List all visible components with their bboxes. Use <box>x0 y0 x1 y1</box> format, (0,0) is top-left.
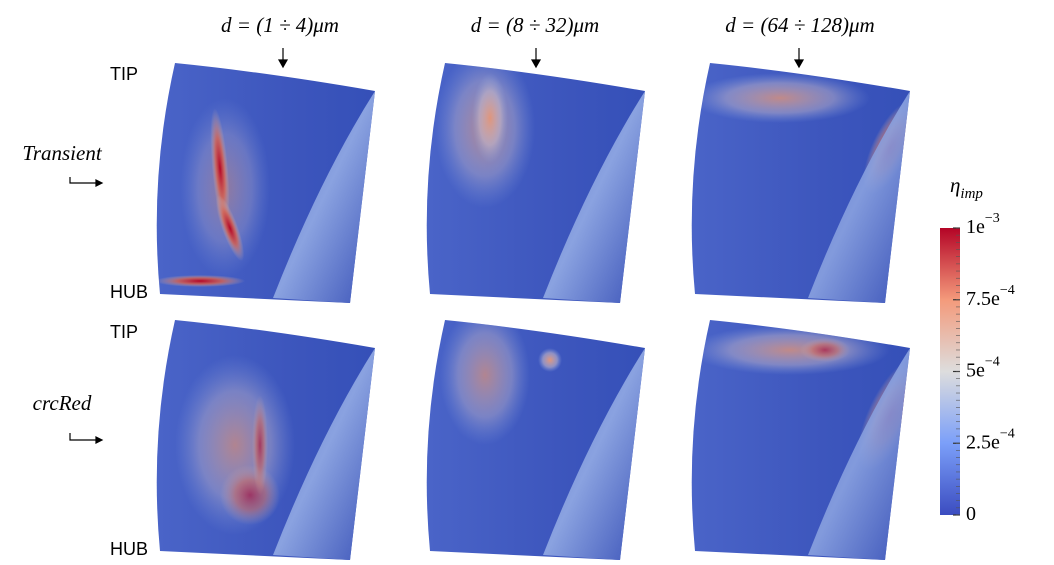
column-header: d = (64 ÷ 128)μm <box>725 13 874 37</box>
colorbar-title-main: η <box>950 173 960 197</box>
tick-mantissa: 2.5e <box>966 431 1000 453</box>
tick-exponent: −4 <box>1000 426 1015 441</box>
hub-label: HUB <box>110 282 148 302</box>
tick-mantissa: 1e <box>966 216 985 238</box>
colorbar-tick-label: 5e−4 <box>966 355 1000 381</box>
header-arrows <box>279 48 803 67</box>
column-header: d = (1 ÷ 4)μm <box>221 13 339 37</box>
hub-label: HUB <box>110 539 148 559</box>
row-label: crcRed <box>33 391 92 415</box>
blade-contour <box>690 63 927 303</box>
row-label: Transient <box>22 141 103 165</box>
colorbar-tick-label: 1e−3 <box>966 211 1000 237</box>
tip-label: TIP <box>110 322 138 342</box>
colorbar-title: ηimp <box>950 173 983 202</box>
tick-exponent: −4 <box>985 355 1000 370</box>
tick-mantissa: 0 <box>966 503 976 525</box>
blade-contour <box>427 48 645 303</box>
colorbar-ticks: 1e−37.5e−45e−42.5e−40 <box>953 211 1015 524</box>
colorbar-tick-label: 7.5e−4 <box>966 283 1015 309</box>
blade-contour <box>690 320 935 560</box>
blade-contour <box>157 320 375 560</box>
tick-mantissa: 5e <box>966 359 985 381</box>
column-header: d = (8 ÷ 32)μm <box>471 13 599 37</box>
figure: d = (1 ÷ 4)μm d = (8 ÷ 32)μm d = (64 ÷ 1… <box>0 0 1054 565</box>
tick-exponent: −4 <box>1000 283 1015 298</box>
tick-mantissa: 7.5e <box>966 287 1000 309</box>
colorbar-title-sub: imp <box>960 186 983 202</box>
blade-contour <box>155 63 375 303</box>
blade-contour <box>427 305 645 560</box>
colorbar-tick-label: 2.5e−4 <box>966 426 1015 452</box>
colorbar-tick-label: 0 <box>966 503 976 525</box>
tip-label: TIP <box>110 64 138 84</box>
tick-exponent: −3 <box>985 211 1000 226</box>
